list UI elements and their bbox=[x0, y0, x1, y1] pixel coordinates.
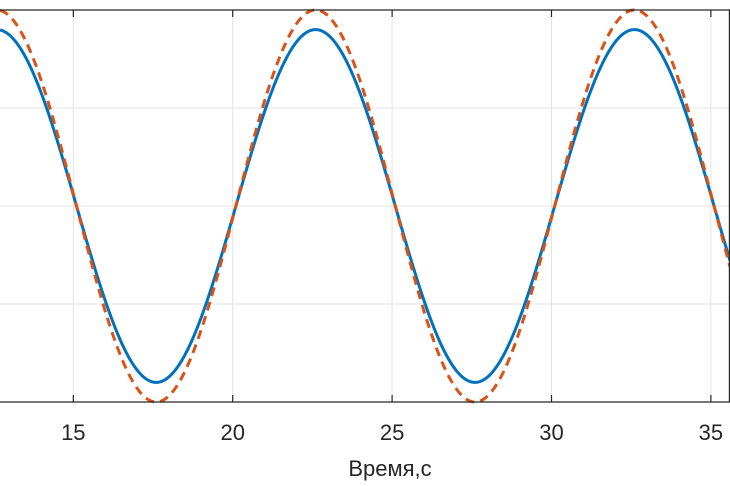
x-axis-label: Время,с bbox=[348, 456, 431, 481]
x-tick-label-4: 35 bbox=[699, 420, 723, 445]
grid bbox=[0, 10, 730, 402]
x-tick-label-3: 30 bbox=[539, 420, 563, 445]
series-group bbox=[0, 8, 730, 404]
x-ticks: 15 20 25 30 35 bbox=[61, 10, 723, 445]
x-tick-label-0: 15 bbox=[61, 420, 85, 445]
axes bbox=[0, 9, 730, 403]
x-tick-label-2: 25 bbox=[380, 420, 404, 445]
x-tick-label-1: 20 bbox=[220, 420, 244, 445]
series-line-1 bbox=[0, 8, 730, 404]
series-line-0 bbox=[0, 28, 730, 384]
